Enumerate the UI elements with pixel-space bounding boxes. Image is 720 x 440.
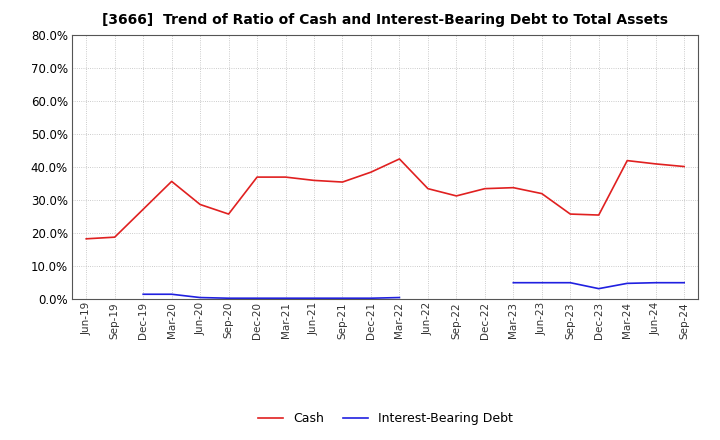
Cash (423, 186, 432, 191)
Cash (82, 236, 91, 242)
Interest-Bearing Debt (196, 295, 204, 300)
Cash (537, 191, 546, 196)
Interest-Bearing Debt (282, 296, 290, 301)
Cash (680, 164, 688, 169)
Interest-Bearing Debt (253, 296, 261, 301)
Interest-Bearing Debt (139, 292, 148, 297)
Cash (452, 193, 461, 198)
Legend: Cash, Interest-Bearing Debt: Cash, Interest-Bearing Debt (253, 407, 518, 430)
Interest-Bearing Debt (310, 296, 318, 301)
Cash (310, 178, 318, 183)
Cash (623, 158, 631, 163)
Cash (566, 212, 575, 217)
Cash (595, 213, 603, 218)
Interest-Bearing Debt (395, 295, 404, 300)
Cash (253, 174, 261, 180)
Cash (652, 161, 660, 166)
Interest-Bearing Debt (167, 292, 176, 297)
Cash (395, 156, 404, 161)
Cash (225, 212, 233, 217)
Cash (196, 202, 204, 207)
Cash (338, 180, 347, 185)
Cash (480, 186, 489, 191)
Line: Interest-Bearing Debt: Interest-Bearing Debt (143, 294, 400, 298)
Interest-Bearing Debt (225, 296, 233, 301)
Line: Cash: Cash (86, 159, 684, 239)
Cash (509, 185, 518, 190)
Interest-Bearing Debt (366, 296, 375, 301)
Interest-Bearing Debt (338, 296, 347, 301)
Cash (110, 235, 119, 240)
Cash (282, 174, 290, 180)
Cash (366, 169, 375, 175)
Cash (167, 179, 176, 184)
Title: [3666]  Trend of Ratio of Cash and Interest-Bearing Debt to Total Assets: [3666] Trend of Ratio of Cash and Intere… (102, 13, 668, 27)
